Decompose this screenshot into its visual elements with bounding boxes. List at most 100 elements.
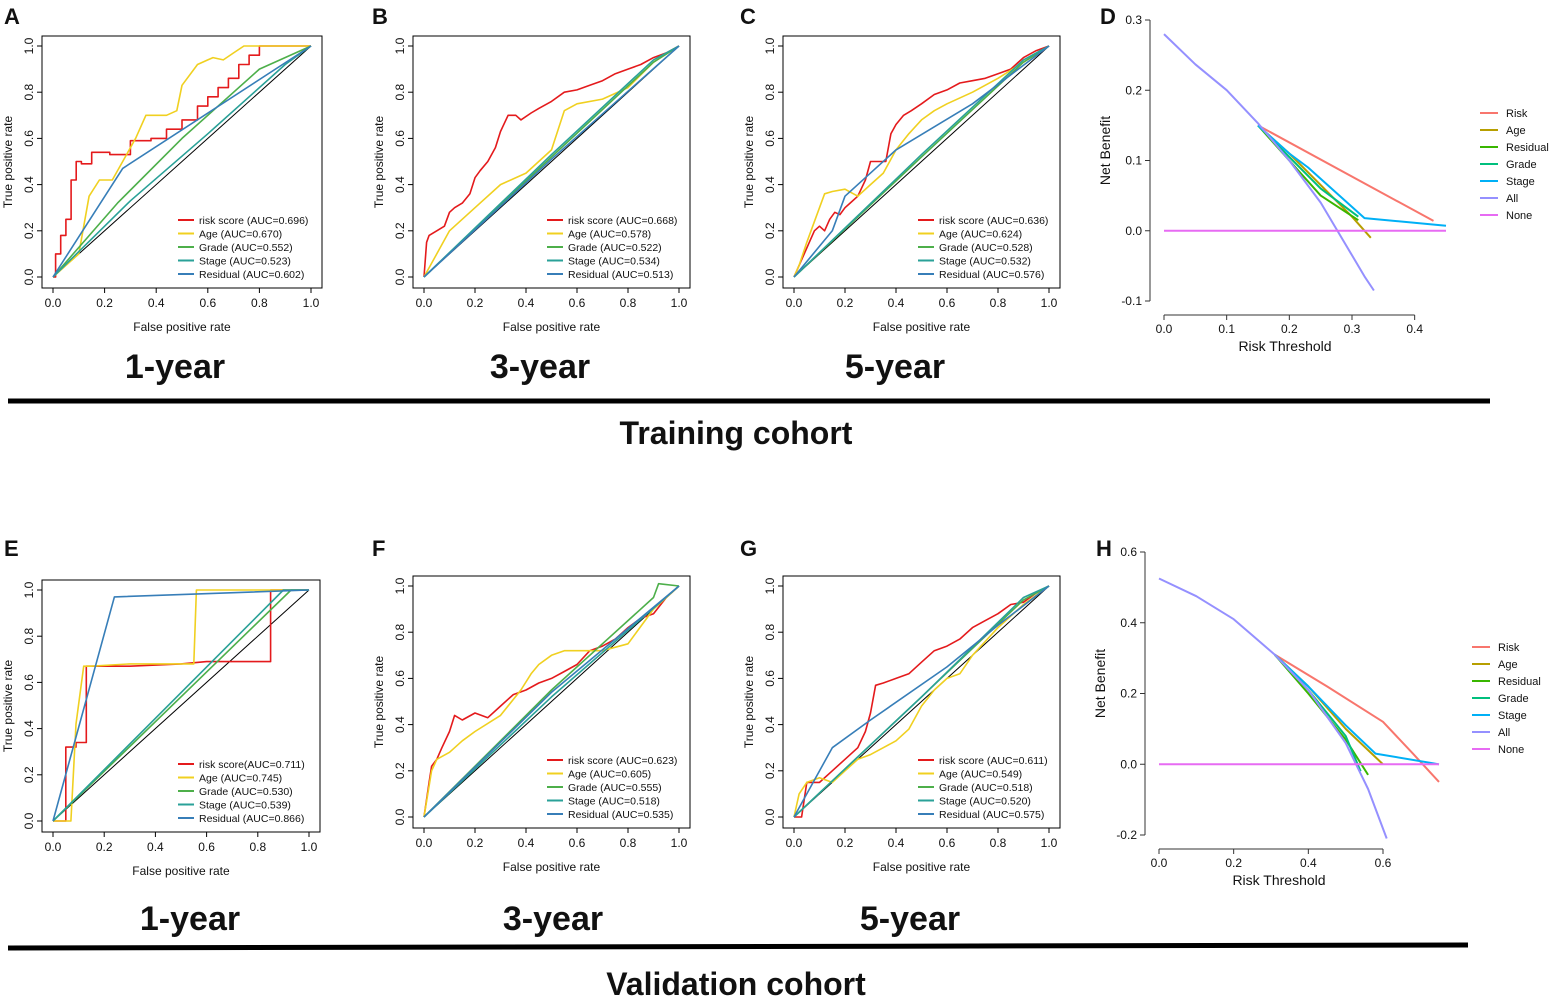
reference-diagonal xyxy=(423,585,680,818)
legend-entry: Age xyxy=(1506,125,1526,137)
x-tick-label: 0.4 xyxy=(518,836,535,850)
y-tick-label: 0.8 xyxy=(393,84,407,101)
roc-curve-2 xyxy=(52,45,311,278)
year-label: 3-year xyxy=(490,348,590,386)
legend-entry: Residual (AUC=0.576) xyxy=(939,269,1044,281)
panel-b: B 0.0 0.2 0.4 0.6 0.8 1.0 0.0 0.2 0.4 0.6 0.8 1.0 Fal… xyxy=(372,4,691,386)
roc-curve-1 xyxy=(53,589,309,822)
y-tick-label: 0.2 xyxy=(22,766,36,783)
plot-frame xyxy=(412,35,691,289)
roc-curve-5 xyxy=(52,45,312,278)
x-tick-label: 0.2 xyxy=(837,836,854,850)
x-tick-label: 0.6 xyxy=(569,296,586,310)
y-tick-label: -0.1 xyxy=(1121,294,1142,308)
legend-entry: Stage (AUC=0.518) xyxy=(568,796,660,808)
x-tick-label: 0.0 xyxy=(45,296,62,310)
y-tick-label: 0.4 xyxy=(393,716,407,733)
x-tick-label: 0.0 xyxy=(45,840,62,854)
roc-curve-5 xyxy=(793,45,1050,278)
y-tick-label: 1.0 xyxy=(393,577,407,594)
x-axis-label: False positive rate xyxy=(873,320,971,334)
roc-curve-3 xyxy=(52,45,312,278)
x-tick-label: 0.0 xyxy=(416,836,433,850)
x-axis-label: False positive rate xyxy=(873,860,971,874)
panel-a: A 0.0 0.2 0.4 0.6 0.8 1.0 0.0 0.2 0.4 0.6 0.8 1.0 Fal… xyxy=(1,4,323,386)
legend-entry: Stage (AUC=0.532) xyxy=(939,256,1031,268)
x-tick-label: 1.0 xyxy=(1041,836,1058,850)
legend-entry: Grade (AUC=0.552) xyxy=(199,242,293,254)
x-tick-label: 0.4 xyxy=(1300,856,1317,870)
panel-letter: E xyxy=(4,536,19,561)
plot-frame xyxy=(782,35,1061,289)
legend-entry: Age (AUC=0.745) xyxy=(199,773,282,785)
decision-curve-grade xyxy=(1273,653,1362,772)
x-tick-label: 0.4 xyxy=(147,840,164,854)
y-tick-label: 0.4 xyxy=(22,176,36,193)
legend-entry: Age (AUC=0.549) xyxy=(939,769,1022,781)
panel-g: G 0.0 0.2 0.4 0.6 0.8 1.0 0.0 0.2 0.4 0.6 0.8 1.0 Fal… xyxy=(740,536,1061,938)
panel-letter: F xyxy=(372,536,385,561)
panel-letter: H xyxy=(1096,536,1112,561)
reference-diagonal xyxy=(52,589,310,822)
x-tick-label: 0.2 xyxy=(467,836,484,850)
legend-entry: risk score (AUC=0.636) xyxy=(939,215,1048,227)
plot-frame xyxy=(41,579,321,833)
roc-curve-2 xyxy=(423,45,680,278)
roc-curve-2 xyxy=(793,585,1050,818)
x-tick-label: 0.2 xyxy=(467,296,484,310)
y-tick-label: -0.2 xyxy=(1116,828,1137,842)
x-tick-label: 0.0 xyxy=(1151,856,1168,870)
panel-e: E 0.0 0.2 0.4 0.6 0.8 1.0 0.0 0.2 0.4 0.6 0.8 1.0 Fal… xyxy=(1,536,321,938)
legend-entry: risk score(AUC=0.711) xyxy=(199,759,305,771)
legend-entry: Age (AUC=0.670) xyxy=(199,229,282,241)
y-axis-label: True positive rate xyxy=(372,116,386,209)
y-axis-label: Net Benefit xyxy=(1097,116,1113,185)
x-tick-label: 0.6 xyxy=(199,296,216,310)
legend-entry: All xyxy=(1498,727,1510,739)
panels: A 0.0 0.2 0.4 0.6 0.8 1.0 0.0 0.2 0.4 0.6 0.8 1.0 Fal… xyxy=(1,4,1549,938)
legend-entry: Residual xyxy=(1498,676,1541,688)
x-tick-label: 0.8 xyxy=(990,296,1007,310)
legend-entry: Stage (AUC=0.534) xyxy=(568,256,660,268)
validation-cohort-label: Validation cohort xyxy=(606,966,866,1000)
year-label: 5-year xyxy=(845,348,945,386)
legend-entry: All xyxy=(1506,193,1518,205)
legend-entry: Grade (AUC=0.555) xyxy=(568,782,662,794)
roc-curve-1 xyxy=(53,45,311,278)
year-label: 1-year xyxy=(140,900,240,938)
decision-curve-stage xyxy=(1274,653,1440,766)
panel-letter: D xyxy=(1100,4,1116,29)
y-tick-label: 1.0 xyxy=(393,37,407,54)
roc-curve-2 xyxy=(793,45,1050,278)
roc-curve-3 xyxy=(423,582,680,818)
y-tick-label: 1.0 xyxy=(763,37,777,54)
y-axis-label: True positive rate xyxy=(742,116,756,209)
legend-entry: Grade (AUC=0.518) xyxy=(939,782,1033,794)
y-tick-label: 1.0 xyxy=(22,581,36,598)
x-tick-label: 0.8 xyxy=(249,840,266,854)
x-tick-label: 0.8 xyxy=(251,296,268,310)
x-tick-label: 0.4 xyxy=(888,836,905,850)
roc-curve-2 xyxy=(423,585,680,818)
y-axis-label: True positive rate xyxy=(1,660,15,753)
y-tick-label: 0.2 xyxy=(763,762,777,779)
legend-entry: Age (AUC=0.624) xyxy=(939,229,1022,241)
panel-letter: C xyxy=(740,4,756,29)
y-tick-label: 0.8 xyxy=(22,84,36,101)
x-tick-label: 0.6 xyxy=(1375,856,1392,870)
legend-entry: None xyxy=(1506,210,1532,222)
decision-curve-all xyxy=(1163,33,1375,292)
x-tick-label: 0.0 xyxy=(786,836,803,850)
legend-entry: risk score (AUC=0.696) xyxy=(199,215,308,227)
legend-entry: Grade xyxy=(1498,693,1529,705)
roc-curve-4 xyxy=(793,45,1050,278)
x-tick-label: 0.0 xyxy=(786,296,803,310)
x-tick-label: 0.1 xyxy=(1218,322,1235,336)
year-label: 3-year xyxy=(503,900,603,938)
y-tick-label: 0.4 xyxy=(763,716,777,733)
legend-entry: Residual (AUC=0.575) xyxy=(939,809,1044,821)
legend-entry: Residual (AUC=0.513) xyxy=(568,269,673,281)
x-tick-label: 1.0 xyxy=(1041,296,1058,310)
legend-entry: Grade (AUC=0.522) xyxy=(568,242,662,254)
x-tick-label: 0.2 xyxy=(1225,856,1242,870)
